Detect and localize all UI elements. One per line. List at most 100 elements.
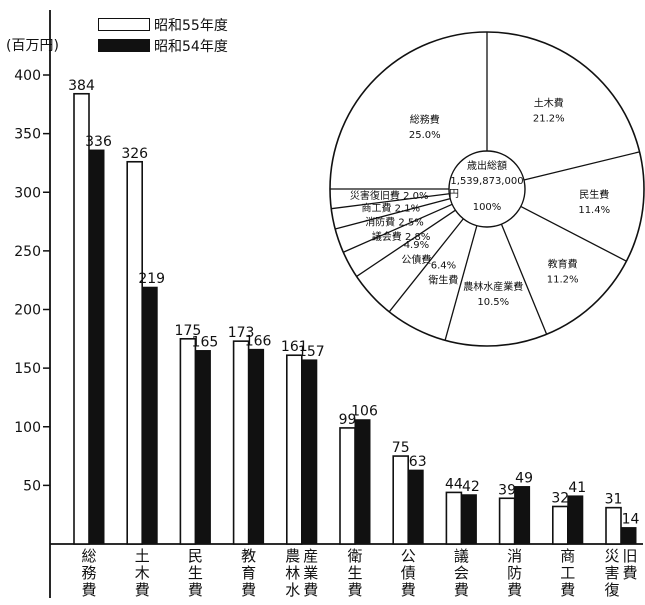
pie-slice-value: 21.2% bbox=[533, 113, 565, 124]
category-label: 公 bbox=[401, 547, 416, 565]
pie-slice-border bbox=[500, 223, 548, 335]
bar-1980 bbox=[339, 427, 356, 545]
bar-1979 bbox=[354, 419, 371, 545]
category-label: 会 bbox=[454, 564, 469, 582]
y-tick-label: 50 bbox=[23, 478, 41, 494]
category-label: 育 bbox=[241, 564, 256, 582]
pie-chart: 歳出総額 1,539,873,000 円 100% 土木費 21.2% 民生費 11.4% 教育… bbox=[329, 31, 645, 347]
chart-labels: 384336総務費326219土木費175165民生費173166教育費1611… bbox=[68, 78, 639, 599]
legend-swatch-light bbox=[98, 18, 150, 31]
pie-slice-value: 25.0% bbox=[409, 130, 441, 141]
category-label: 工 bbox=[560, 564, 575, 582]
data-label-1979: 63 bbox=[409, 454, 427, 470]
pie-slice-label: 民生費 bbox=[579, 188, 609, 201]
data-label-1980: 173 bbox=[228, 325, 255, 341]
bar-1979 bbox=[460, 494, 477, 545]
bar-1980 bbox=[551, 505, 569, 545]
data-label-1979: 14 bbox=[622, 512, 640, 528]
data-label-1979: 106 bbox=[351, 404, 378, 420]
y-tick-label: 200 bbox=[14, 303, 41, 319]
category-label: 農 bbox=[285, 547, 300, 565]
category-label: 商 bbox=[560, 547, 575, 565]
category-label: 消 bbox=[507, 547, 522, 565]
y-tick-label: 300 bbox=[14, 185, 41, 201]
bar-1979 bbox=[141, 286, 158, 545]
bar-1980 bbox=[232, 340, 250, 545]
data-label-1980: 161 bbox=[281, 339, 308, 355]
y-tick-label: 400 bbox=[14, 68, 41, 84]
bar-1979 bbox=[88, 149, 105, 545]
bar-1979 bbox=[407, 469, 424, 545]
data-label-1979: 42 bbox=[462, 479, 480, 495]
bar-1980 bbox=[126, 160, 143, 545]
legend-swatch-dark bbox=[98, 39, 150, 52]
legend-label-1979: 昭和54年度 bbox=[154, 38, 228, 55]
category-label: 土 bbox=[135, 547, 150, 565]
pie-slice-border bbox=[335, 198, 451, 230]
pie-slice-label-small: 消防費 2.5% bbox=[365, 215, 424, 228]
data-label-1979: 166 bbox=[245, 333, 272, 349]
data-label-1979: 219 bbox=[138, 271, 165, 287]
bar-1980 bbox=[179, 338, 197, 545]
chart-bars bbox=[73, 92, 637, 545]
category-label: 水 bbox=[285, 581, 300, 599]
category-label: 費 bbox=[241, 581, 256, 599]
pie-slice-border bbox=[356, 209, 456, 277]
legend-item-1979: 昭和54年度 bbox=[98, 35, 228, 56]
pie-center-percent: 100% bbox=[473, 202, 502, 213]
category-label: 費 bbox=[401, 581, 416, 599]
pie-slice-value: 10.5% bbox=[477, 297, 509, 308]
data-label-1980: 75 bbox=[392, 440, 410, 456]
pie-center-title: 歳出総額 bbox=[467, 159, 507, 172]
y-tick-label: 350 bbox=[14, 127, 41, 143]
pie-slice-border bbox=[388, 218, 464, 313]
pie-center-unit: 円 bbox=[449, 189, 459, 200]
pie-slice-value: 4.9% bbox=[404, 240, 429, 251]
pie-slice-label-small: 災害復旧費 2.0% bbox=[350, 189, 429, 202]
category-label: 費 bbox=[507, 581, 522, 599]
category-label: 議 bbox=[454, 547, 469, 565]
category-label: 旧 bbox=[622, 547, 637, 565]
bar-1980 bbox=[605, 506, 622, 545]
pie-slice-label-small: 商工費 2.1% bbox=[361, 202, 420, 215]
data-label-1979: 41 bbox=[568, 480, 586, 496]
category-label: 災 bbox=[604, 547, 619, 565]
y-tick-label: 150 bbox=[14, 361, 41, 377]
data-label-1979: 49 bbox=[515, 471, 533, 487]
y-tick-label: 250 bbox=[14, 244, 41, 260]
bar-1979 bbox=[301, 359, 318, 545]
pie-slice-label: 公債費 bbox=[401, 253, 431, 266]
category-label: 木 bbox=[135, 564, 150, 582]
category-label: 衛 bbox=[347, 547, 362, 565]
category-label: 生 bbox=[188, 564, 203, 582]
category-label: 復 bbox=[604, 581, 619, 599]
pie-slice-value: 6.4% bbox=[431, 261, 456, 272]
category-label: 林 bbox=[285, 564, 300, 582]
category-label: 防 bbox=[507, 564, 522, 582]
pie-slice-border bbox=[520, 205, 627, 262]
data-label-1980: 175 bbox=[175, 323, 202, 339]
bar-1980 bbox=[392, 455, 410, 545]
category-label: 費 bbox=[622, 564, 637, 582]
bar-1979 bbox=[248, 348, 265, 545]
category-label: 費 bbox=[135, 581, 150, 599]
category-label: 費 bbox=[81, 581, 96, 599]
pie-slice-border bbox=[523, 151, 640, 181]
pie-slice-label: 農林水産業費 bbox=[463, 280, 523, 293]
pie-slice-label: 土木費 bbox=[534, 96, 564, 109]
category-label: 費 bbox=[347, 581, 362, 599]
data-label-1980: 31 bbox=[605, 492, 623, 508]
y-tick-label: 100 bbox=[14, 420, 41, 436]
bar-1980 bbox=[285, 354, 303, 545]
bar-1979 bbox=[567, 495, 584, 545]
pie-slice-label: 教育費 bbox=[548, 258, 578, 271]
pie-center bbox=[448, 150, 526, 228]
pie-slice-border bbox=[444, 225, 478, 341]
bar-1979 bbox=[194, 350, 211, 545]
category-label: 費 bbox=[454, 581, 469, 599]
category-label: 総 bbox=[81, 547, 96, 565]
data-label-1980: 44 bbox=[445, 476, 463, 492]
data-label-1980: 32 bbox=[551, 490, 569, 506]
pie-slice-label-small: 議会費 2.8% bbox=[372, 230, 431, 243]
